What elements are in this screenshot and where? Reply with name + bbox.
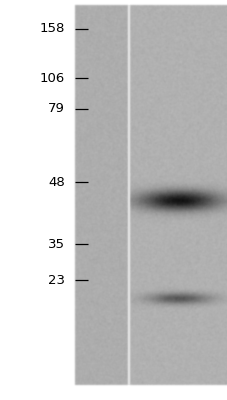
Text: 79: 79	[48, 102, 65, 115]
Text: 48: 48	[48, 176, 65, 188]
Text: 158: 158	[39, 22, 65, 35]
Text: 23: 23	[48, 274, 65, 286]
Text: 35: 35	[48, 238, 65, 250]
Text: 106: 106	[39, 72, 65, 84]
